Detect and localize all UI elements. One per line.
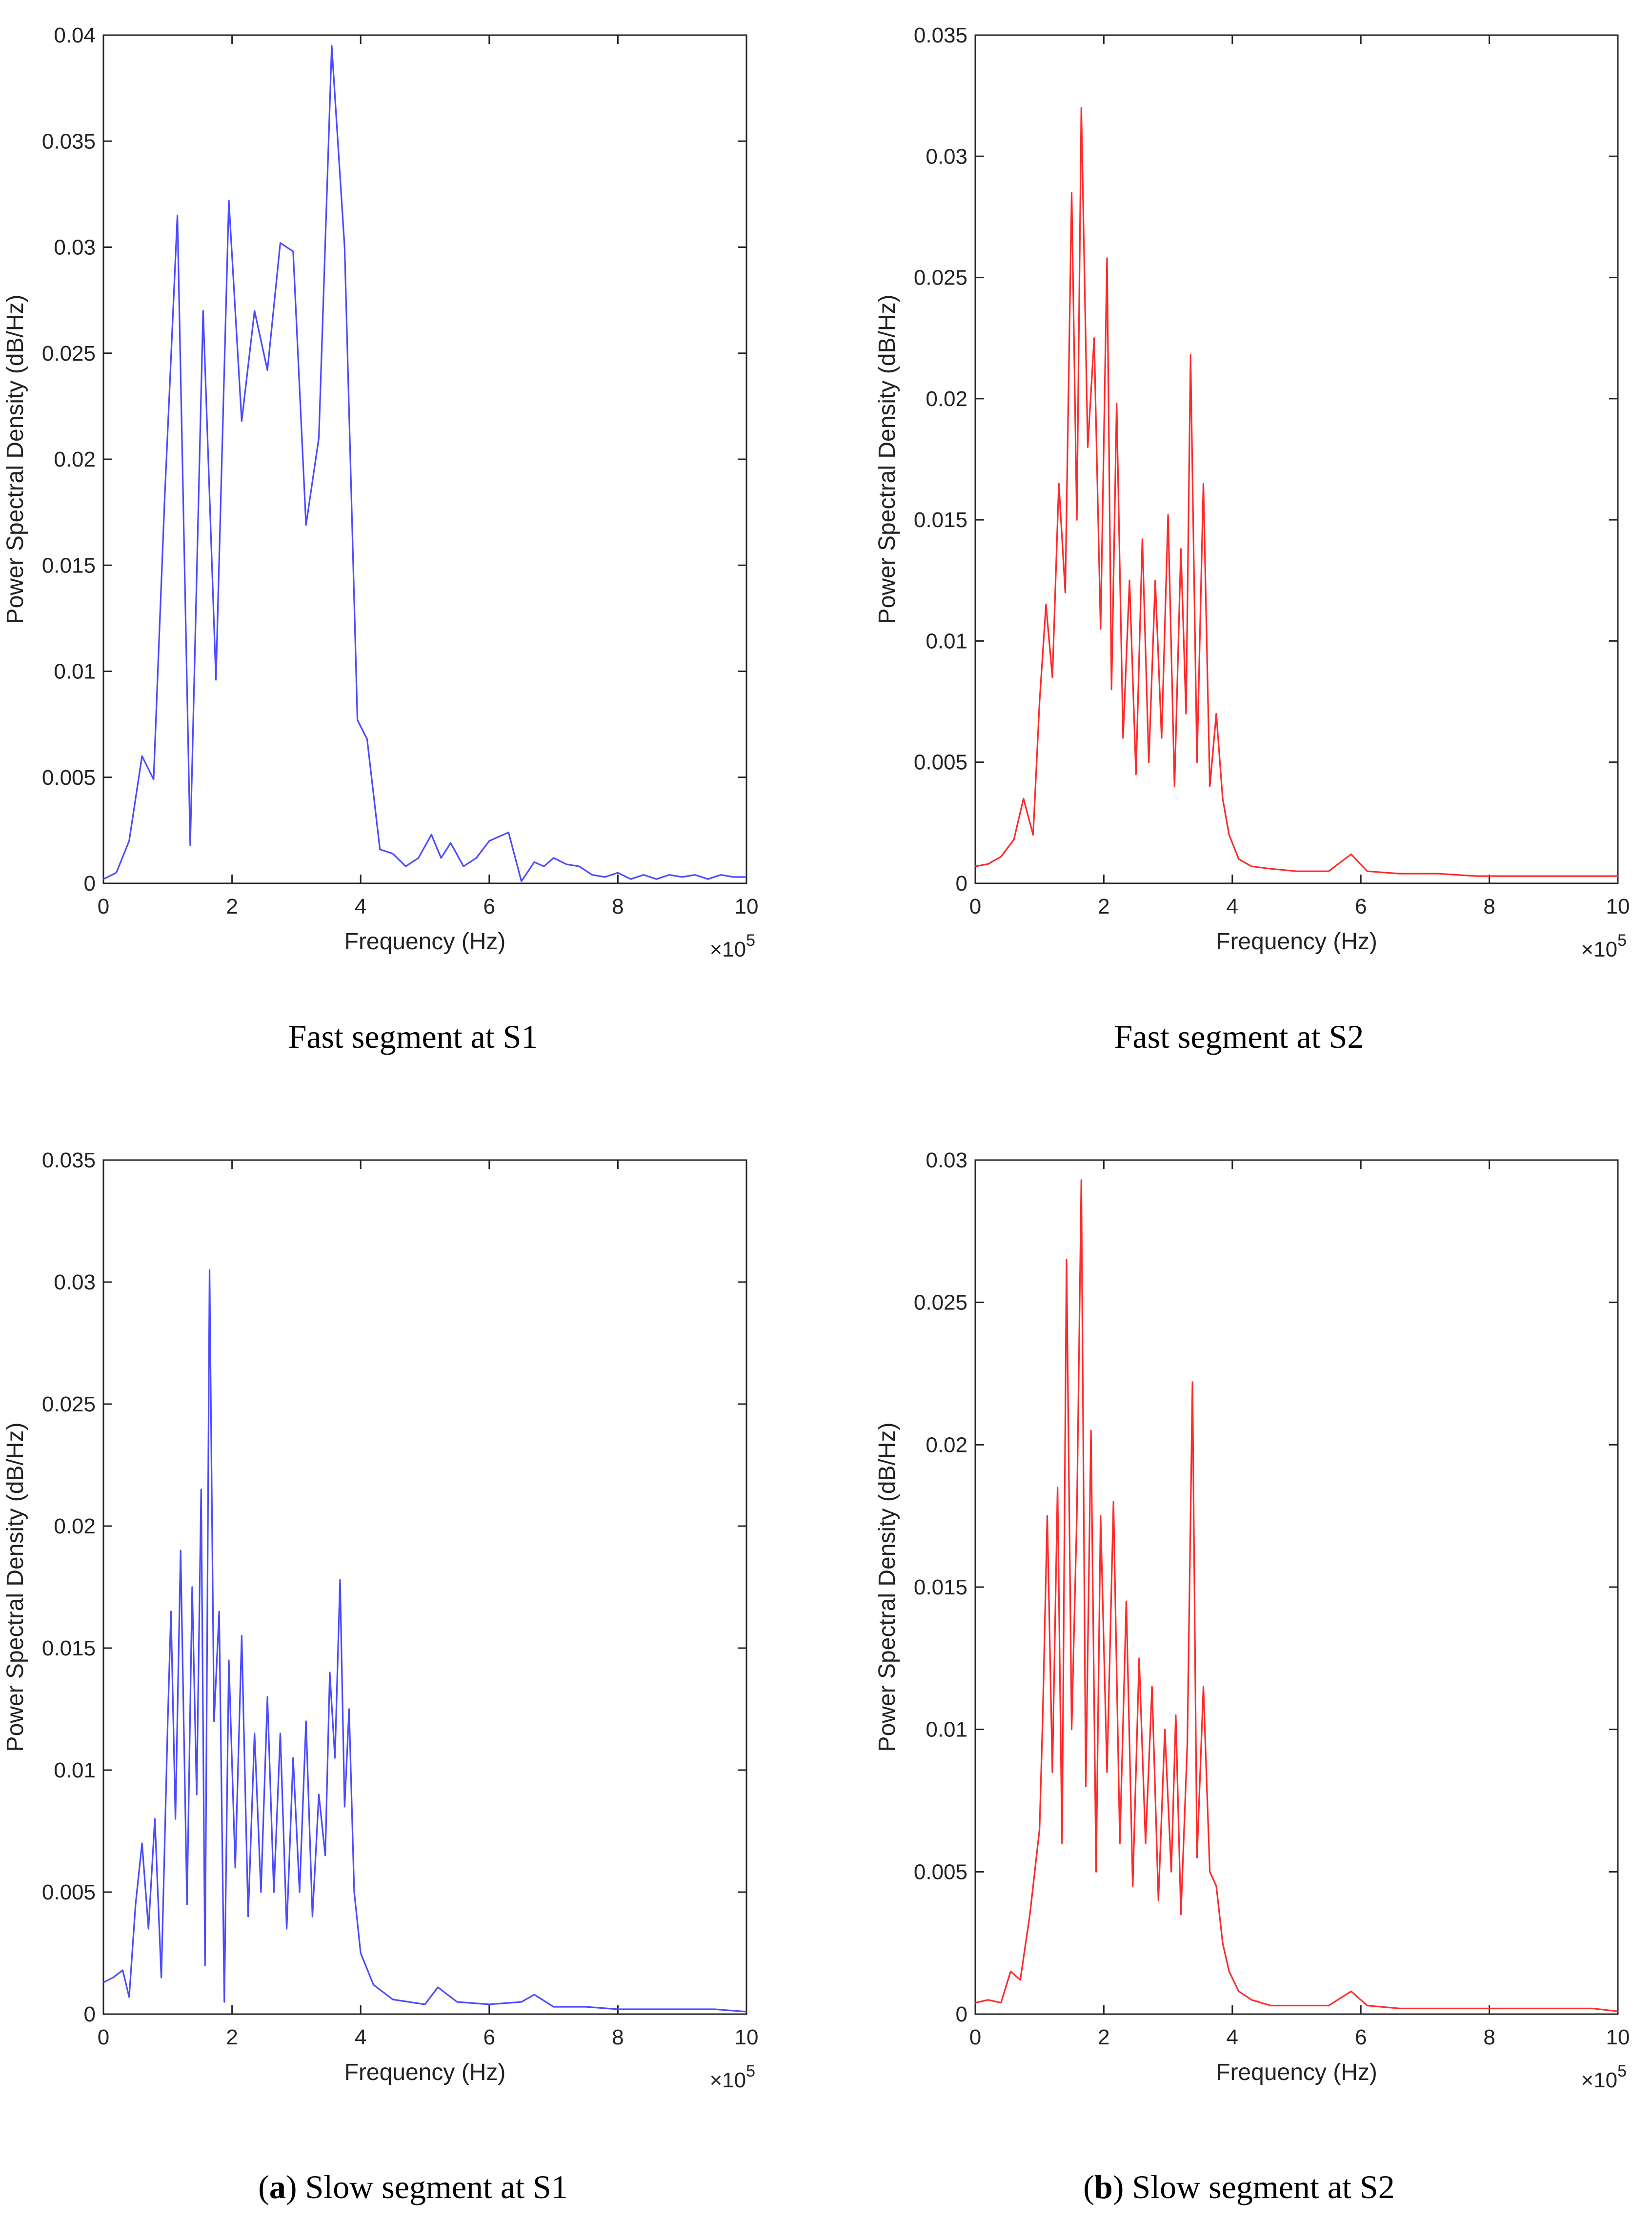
x-tick-label: 8 — [612, 895, 624, 918]
x-tick-label: 10 — [735, 895, 759, 918]
y-tick-label: 0 — [956, 872, 967, 896]
y-tick-label: 0.02 — [54, 448, 96, 471]
y-tick-label: 0.03 — [926, 1148, 967, 1172]
y-tick-label: 0 — [956, 2002, 967, 2026]
x-axis-exponent-power: 5 — [746, 2062, 755, 2080]
chart-panel-slow-s1: 0 2 4 6 8 10 0 0.005 0.01 0.015 0.02 0.025 0.03 0.035… — [0, 1111, 826, 2223]
x-tick-label: 4 — [1227, 895, 1238, 918]
x-axis-exponent-power: 5 — [746, 931, 755, 950]
x-tick-label: 8 — [1483, 895, 1495, 918]
x-tick-label: 10 — [735, 2025, 759, 2049]
psd-chart-slow-s2: 0 2 4 6 8 10 0 0.005 0.01 0.015 0.02 0.025 0.03 Frequ… — [874, 1148, 1630, 2092]
y-tick-label: 0 — [84, 872, 96, 896]
x-tick-label: 6 — [484, 895, 495, 918]
plot-frame — [974, 1159, 1619, 2015]
y-tick-label: 0.005 — [914, 1860, 967, 1884]
x-tick-label: 6 — [484, 2025, 495, 2049]
y-tick-label: 0.02 — [926, 387, 967, 411]
y-tick-label: 0.025 — [914, 266, 967, 290]
x-axis-label: Frequency (Hz) — [344, 2060, 506, 2085]
chart-panel-slow-s2: 0 2 4 6 8 10 0 0.005 0.01 0.015 0.02 0.025 0.03 Frequ… — [826, 1111, 1652, 2223]
y-tick-label: 0.01 — [54, 1758, 96, 1782]
x-tick-label: 4 — [355, 895, 366, 918]
x-tick-label: 8 — [612, 2025, 624, 2049]
psd-chart-slow-s1: 0 2 4 6 8 10 0 0.005 0.01 0.015 0.02 0.025 0.03 0.035… — [2, 1148, 759, 2092]
y-tick-label: 0.025 — [42, 342, 96, 366]
chart-panel-fast-s1: 0 2 4 6 8 10 0 0.005 0.01 0.015 0.02 0.025 0.03 0.035… — [0, 0, 826, 1111]
y-axis-label: Power Spectral Density (dB/Hz) — [874, 295, 900, 624]
x-axis-label: Frequency (Hz) — [1216, 2060, 1377, 2085]
x-axis-exponent: ×105 — [709, 2062, 755, 2092]
y-tick-label: 0.015 — [914, 1575, 967, 1599]
series-line — [975, 107, 1618, 877]
x-tick-label: 2 — [1098, 895, 1109, 918]
y-tick-label: 0.01 — [926, 629, 967, 653]
x-axis-exponent-power: 5 — [1617, 2062, 1627, 2080]
x-tick-label: 6 — [1355, 2025, 1367, 2049]
x-tick-label: 2 — [226, 895, 238, 918]
x-axis-exponent-power: 5 — [1617, 931, 1627, 950]
plot-frame — [974, 34, 1619, 884]
y-axis-label: Power Spectral Density (dB/Hz) — [2, 295, 28, 624]
chart-caption: (a) Slow segment at S1 — [258, 2168, 568, 2205]
chart-caption: Fast segment at S2 — [1114, 1018, 1364, 1055]
x-tick-label: 10 — [1606, 895, 1630, 918]
y-tick-label: 0.03 — [926, 144, 967, 168]
y-tick-label: 0.03 — [54, 1270, 96, 1294]
y-tick-label: 0.03 — [54, 236, 96, 260]
x-tick-label: 2 — [226, 2025, 238, 2049]
y-tick-label: 0.015 — [42, 553, 96, 577]
y-tick-label: 0.015 — [914, 508, 967, 532]
series-line — [103, 1269, 747, 2013]
x-tick-label: 0 — [98, 895, 109, 918]
chart-panel-fast-s2: 0 2 4 6 8 10 0 0.005 0.01 0.015 0.02 0.025 0.03 0.035… — [826, 0, 1652, 1111]
y-tick-label: 0.01 — [54, 660, 96, 684]
x-tick-label: 8 — [1483, 2025, 1495, 2049]
y-axis-label: Power Spectral Density (dB/Hz) — [2, 1423, 28, 1752]
y-tick-label: 0.025 — [42, 1392, 96, 1416]
y-tick-label: 0.035 — [42, 1148, 96, 1172]
chart-caption: Fast segment at S1 — [288, 1018, 538, 1055]
x-tick-label: 0 — [969, 895, 981, 918]
x-axis-label: Frequency (Hz) — [344, 929, 506, 955]
series-line — [975, 1179, 1618, 2012]
x-tick-label: 0 — [969, 2025, 981, 2049]
x-axis-label: Frequency (Hz) — [1216, 929, 1377, 955]
y-tick-label: 0.005 — [914, 751, 967, 775]
y-tick-label: 0 — [84, 2002, 96, 2026]
x-axis-exponent: ×105 — [709, 931, 755, 961]
x-tick-label: 4 — [355, 2025, 366, 2049]
x-tick-label: 10 — [1606, 2025, 1630, 2049]
x-tick-label: 0 — [98, 2025, 109, 2049]
y-axis-label: Power Spectral Density (dB/Hz) — [874, 1423, 900, 1752]
y-tick-label: 0.005 — [42, 1880, 96, 1904]
x-axis-exponent: ×105 — [1581, 931, 1627, 961]
psd-chart-fast-s2: 0 2 4 6 8 10 0 0.005 0.01 0.015 0.02 0.025 0.03 0.035… — [874, 23, 1630, 961]
x-tick-label: 4 — [1227, 2025, 1238, 2049]
chart-caption: (b) Slow segment at S2 — [1083, 2168, 1395, 2205]
y-tick-label: 0.02 — [926, 1433, 967, 1457]
y-tick-label: 0.015 — [42, 1636, 96, 1660]
y-tick-label: 0.04 — [54, 23, 96, 47]
x-tick-label: 6 — [1355, 895, 1367, 918]
y-tick-label: 0.035 — [42, 129, 96, 153]
y-tick-label: 0.005 — [42, 766, 96, 790]
plot-frame — [102, 34, 747, 884]
psd-chart-fast-s1: 0 2 4 6 8 10 0 0.005 0.01 0.015 0.02 0.025 0.03 0.035… — [2, 23, 759, 961]
y-tick-label: 0.01 — [926, 1718, 967, 1742]
series-line — [103, 45, 746, 882]
y-tick-label: 0.02 — [54, 1514, 96, 1538]
x-tick-label: 2 — [1098, 2025, 1109, 2049]
y-tick-label: 0.025 — [914, 1291, 967, 1315]
y-tick-label: 0.035 — [914, 23, 967, 47]
x-axis-exponent: ×105 — [1581, 2062, 1627, 2092]
